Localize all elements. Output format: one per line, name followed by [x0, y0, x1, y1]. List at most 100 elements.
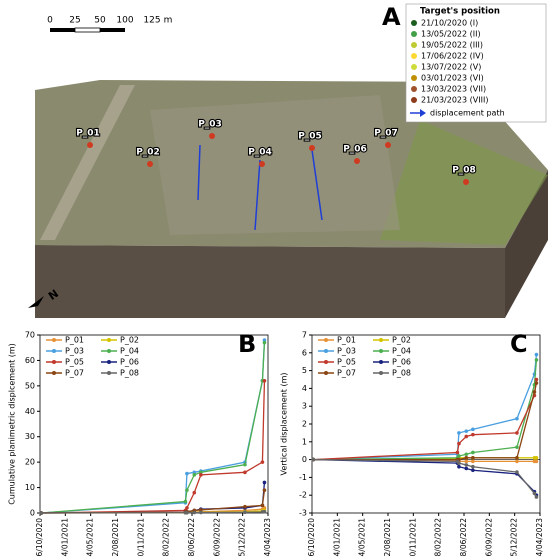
legend-marker — [107, 371, 111, 375]
point — [199, 473, 203, 477]
x-tick-label: 12/08/2021 — [111, 518, 120, 557]
point — [455, 450, 460, 455]
legend-label: 19/05/2022 (III) — [421, 41, 483, 50]
legend-marker — [324, 338, 328, 342]
y-tick-label: 10 — [25, 483, 35, 492]
y-tick-label: 6 — [302, 348, 307, 357]
x-tick-label: 24/01/2021 — [60, 518, 69, 557]
y-tick-label: 7 — [302, 331, 307, 340]
legend-label: P_07 — [65, 369, 84, 378]
x-tick-label: 20/11/2021 — [136, 518, 145, 557]
point-label: P_03 — [198, 120, 222, 130]
y-tick-label: -2 — [299, 491, 307, 500]
point — [243, 470, 247, 475]
point — [534, 381, 539, 385]
point — [471, 456, 475, 460]
point — [311, 457, 316, 462]
point — [457, 454, 461, 458]
series-line — [313, 382, 538, 461]
x-tick-label: 25/12/2022 — [238, 518, 247, 557]
north-arrow — [28, 296, 44, 308]
point — [534, 495, 539, 499]
point — [464, 463, 469, 467]
point — [534, 358, 539, 362]
y-tick-label: 4 — [302, 384, 307, 393]
displacement-path — [197, 144, 201, 201]
point — [534, 456, 539, 460]
legend-label: 13/05/2022 (II) — [421, 30, 481, 39]
point — [532, 491, 537, 496]
point — [471, 459, 475, 464]
slope — [150, 95, 400, 235]
scale-bar — [50, 27, 125, 33]
point — [515, 445, 519, 449]
point — [262, 488, 267, 492]
legend-label: P_05 — [65, 358, 84, 367]
x-tick-label: 24/01/2021 — [332, 518, 341, 557]
point — [260, 503, 265, 508]
point — [39, 511, 44, 515]
point — [262, 480, 267, 485]
legend-label: 13/03/2023 (VII) — [421, 85, 486, 94]
legend-marker — [52, 349, 56, 353]
x-tick-label: 04/04/2023 — [535, 518, 544, 557]
target-point — [87, 142, 93, 148]
point — [534, 377, 539, 382]
series-line — [41, 482, 266, 514]
legend-label: P_06 — [392, 358, 411, 367]
legend-marker — [52, 338, 56, 342]
scale-label: 125 — [143, 16, 160, 26]
panel-label: B — [238, 330, 256, 358]
legend-label: P_04 — [120, 347, 139, 356]
y-tick-label: 2 — [302, 420, 307, 429]
displacement-path — [254, 159, 261, 231]
point — [464, 466, 469, 471]
legend-dot — [411, 42, 417, 48]
point — [515, 459, 519, 464]
point-label: P_06 — [343, 145, 367, 155]
legend-marker — [107, 349, 111, 353]
point — [515, 431, 519, 435]
series-line — [41, 342, 266, 514]
x-tick-label: 04/04/2023 — [263, 518, 272, 557]
x-tick-label: 28/02/2022 — [162, 518, 171, 557]
legend-label: P_02 — [120, 336, 139, 345]
target-point — [259, 161, 265, 167]
legend-dot — [411, 20, 417, 26]
point — [471, 432, 475, 437]
scale-segment — [50, 28, 75, 32]
point — [534, 459, 539, 464]
y-axis-label: Cumulative planimetric displcement (m) — [8, 343, 17, 505]
point-label: P_05 — [298, 132, 322, 142]
point — [199, 510, 203, 515]
legend-marker — [324, 360, 328, 364]
point — [464, 452, 469, 457]
y-tick-label: 60 — [25, 356, 35, 365]
legend-marker — [379, 371, 383, 375]
legend-marker — [52, 371, 56, 375]
point — [457, 464, 461, 469]
legend-marker — [107, 360, 111, 364]
series-line — [41, 490, 266, 514]
point — [515, 416, 519, 421]
legend-marker — [107, 338, 111, 342]
legend-label: P_01 — [337, 336, 356, 345]
terrain-side — [505, 170, 548, 318]
x-tick-label: 16/09/2022 — [212, 518, 221, 557]
x-tick-label: 12/08/2021 — [383, 518, 392, 557]
legend-dot — [411, 53, 417, 59]
point — [471, 450, 475, 455]
series-line — [313, 458, 538, 498]
y-tick-label: 3 — [302, 402, 307, 411]
x-tick-label: 08/06/2022 — [187, 518, 196, 557]
y-tick-label: 70 — [25, 331, 35, 340]
road — [40, 85, 135, 240]
legend-label: P_06 — [120, 358, 139, 367]
x-tick-label: 20/11/2021 — [408, 518, 417, 557]
panel-label: A — [382, 3, 401, 31]
point-label: P_02 — [136, 148, 160, 158]
displacement-path — [311, 149, 323, 221]
legend-label: 13/07/2022 (V) — [421, 63, 481, 72]
point — [262, 509, 267, 514]
